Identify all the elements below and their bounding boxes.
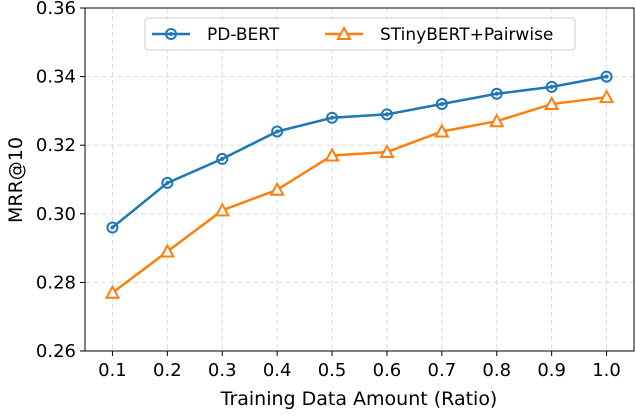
series-line [111, 75, 607, 229]
x-tick-label: 0.2 [153, 360, 182, 381]
y-tick-label: 0.26 [36, 341, 76, 362]
y-axis-label: MRR@10 [5, 137, 27, 223]
x-tick-label: 0.6 [373, 360, 402, 381]
x-tick-label: 0.5 [318, 360, 347, 381]
data-point [271, 125, 284, 138]
x-tick-label: 0.4 [263, 360, 292, 381]
data-point-dot [220, 156, 225, 161]
data-point [598, 89, 615, 104]
data-point [326, 111, 339, 124]
x-axis-label: Training Data Amount (Ratio) [220, 388, 498, 410]
data-point [216, 152, 229, 165]
data-point-dot [439, 102, 444, 107]
data-point [159, 243, 176, 258]
ticks: 0.1 0.2 0.3 0.4 0.5 0.6 0.7 0.8 0.9 1.0 0.26 0.28 0.… [36, 0, 621, 381]
data-point [434, 123, 450, 138]
legend-label: STinyBERT+Pairwise [380, 25, 553, 45]
y-tick-label: 0.28 [36, 272, 76, 293]
grid [85, 7, 634, 352]
data-point-dot [110, 225, 115, 230]
data-point [324, 147, 340, 162]
data-point [489, 113, 505, 128]
data-point [490, 87, 503, 100]
data-point-dot [494, 91, 499, 96]
series-stinybert-pairwise [104, 89, 615, 299]
data-point [600, 70, 613, 83]
data-point [380, 108, 393, 121]
legend-marker-dot [169, 32, 173, 36]
y-tick-label: 0.34 [36, 67, 76, 88]
y-tick-label: 0.36 [36, 0, 76, 19]
series-group [104, 70, 615, 299]
data-point [543, 95, 560, 111]
series-line [111, 95, 607, 294]
data-point [106, 221, 119, 234]
legend: PD-BERT STinyBERT+Pairwise [144, 17, 576, 51]
y-tick-label: 0.32 [36, 135, 76, 156]
data-point [161, 176, 174, 189]
x-tick-label: 0.7 [428, 360, 457, 381]
x-tick-label: 0.3 [208, 360, 237, 381]
data-point [214, 202, 230, 217]
x-tick-label: 1.0 [592, 360, 621, 381]
x-tick-label: 0.1 [98, 360, 127, 381]
data-point-dot [330, 115, 335, 120]
legend-label: PD-BERT [207, 25, 280, 45]
data-point-dot [384, 112, 389, 117]
data-point [545, 80, 558, 93]
series-pd-bert [106, 70, 613, 234]
data-point-dot [275, 129, 280, 134]
y-tick-label: 0.30 [36, 204, 76, 225]
x-tick-label: 0.9 [537, 360, 566, 381]
data-point-dot [549, 84, 554, 89]
data-point-dot [604, 74, 609, 79]
data-point [104, 284, 121, 299]
data-point [379, 143, 395, 159]
plot-frame [84, 7, 635, 352]
data-point [435, 98, 448, 111]
legend-marker [165, 28, 177, 40]
data-point-dot [165, 180, 170, 185]
x-tick-label: 0.8 [482, 360, 511, 381]
legend-marker [336, 25, 352, 40]
data-point [269, 181, 285, 196]
